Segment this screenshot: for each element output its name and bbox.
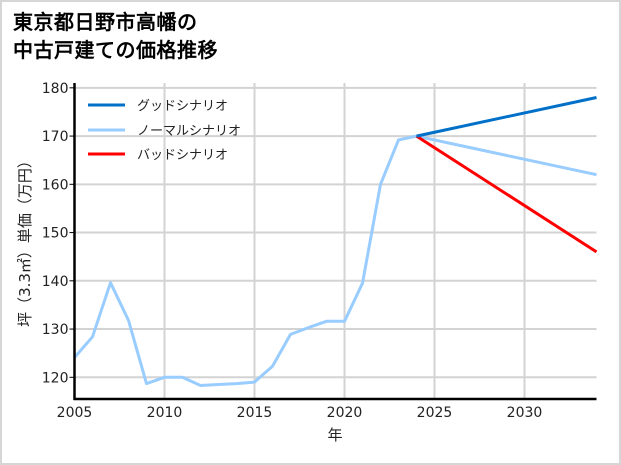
y-tick-label: 120	[42, 370, 69, 386]
x-axis-label: 年	[327, 426, 342, 444]
x-tick-label: 2030	[507, 405, 543, 421]
gridlines	[74, 83, 597, 399]
series-line	[416, 134, 597, 177]
series-line	[416, 96, 597, 138]
x-tick-label: 2020	[327, 405, 363, 421]
series-line	[415, 134, 598, 254]
axes: 120 130 140 150 160 170 180 2005 2010 2015 2020 202…	[42, 81, 597, 421]
chart-title: 東京都日野市高幡の 中古戸建ての価格推移	[13, 8, 218, 64]
series-line	[73, 134, 417, 387]
x-tick-label: 2010	[147, 405, 183, 421]
legend-label: ノーマルシナリオ	[137, 124, 241, 139]
data-series	[73, 96, 598, 387]
x-tick-label: 2015	[237, 405, 273, 421]
x-tick-label: 2025	[417, 405, 453, 421]
y-tick-label: 160	[42, 177, 69, 193]
y-tick-label: 130	[42, 322, 69, 338]
legend-label: バッドシナリオ	[137, 148, 228, 163]
x-tick-label: 2005	[57, 405, 93, 421]
y-tick-label: 140	[42, 274, 69, 290]
y-tick-label: 170	[42, 129, 69, 145]
y-tick-label: 180	[42, 81, 69, 97]
chart-title-line1: 東京都日野市高幡の	[13, 10, 198, 34]
chart-title-line2: 中古戸建ての価格推移	[13, 38, 218, 62]
y-axis-label: 坪（3.3㎡）単価（万円）	[16, 153, 34, 327]
legend-label: グッドシナリオ	[137, 99, 228, 114]
y-tick-label: 150	[42, 226, 69, 242]
